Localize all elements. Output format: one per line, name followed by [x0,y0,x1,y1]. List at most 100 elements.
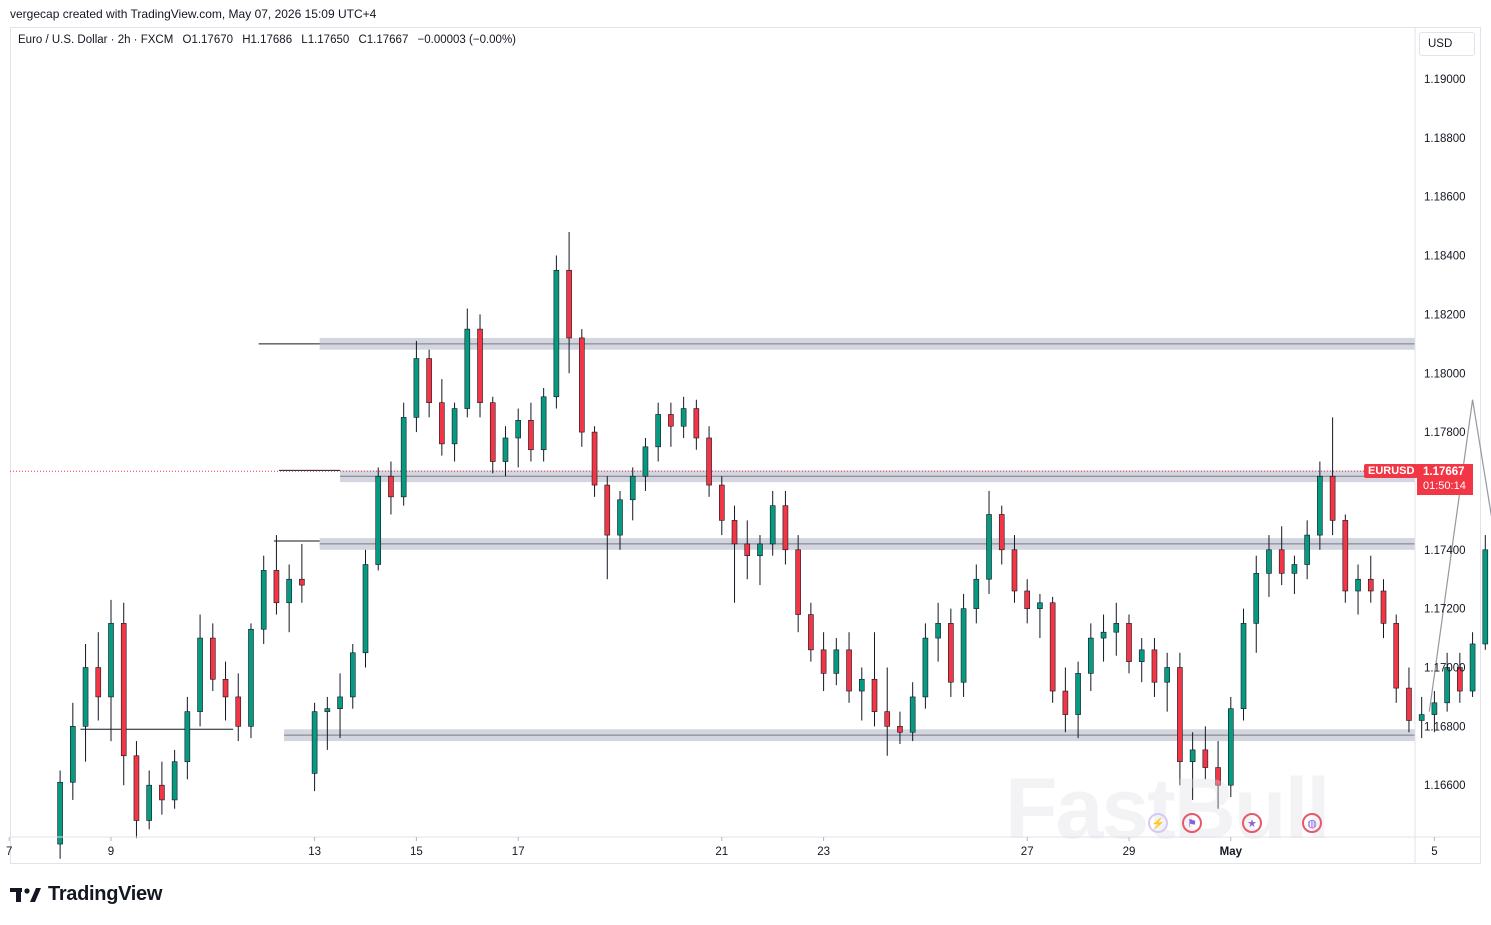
projection-path [1428,399,1491,712]
currency-button[interactable]: USD [1419,32,1475,56]
candle-body [1367,578,1374,592]
candle-body [871,678,878,712]
candle-body [1062,690,1069,715]
candle-body [1011,549,1018,592]
candle-body [1266,549,1272,574]
candle-body [1304,534,1310,565]
time-tick-label: 5 [1431,846,1437,858]
bolt-icon[interactable]: ⚡ [1148,813,1168,833]
candle-body [528,420,534,451]
candle-body [1418,714,1425,721]
candle-body [273,570,280,604]
candle-body [477,328,483,403]
candle-body [960,608,967,683]
candle-body [1278,549,1285,574]
candles [57,232,1489,859]
price-tick-label: 1.18800 [1424,133,1466,145]
candle-body [1329,475,1336,521]
price-tick-label: 1.18200 [1424,309,1466,321]
candle-body [286,578,292,604]
candle-body [108,623,114,698]
candle-body [1317,475,1323,536]
candle-body [337,696,343,709]
candle-body [629,475,636,501]
price-tick-label: 1.18400 [1424,251,1466,263]
candle-body [1380,590,1387,624]
candle-body [120,623,127,757]
price-tick-label: 1.17200 [1424,604,1466,616]
us-flag-icon[interactable]: ★ [1242,813,1262,833]
candle-body [668,414,674,427]
candle-body [909,696,916,733]
candle-body [1049,602,1056,692]
candle-body [820,649,827,674]
candle-body [146,784,152,821]
candle-body [248,628,254,727]
candle-body [439,402,445,445]
tradingview-logo-text: TradingView [48,883,163,905]
candle-body [1113,623,1120,633]
candle-body [426,358,432,403]
tradingview-logo[interactable]: TradingView [10,883,162,906]
time-tick-label: 9 [108,846,114,858]
candle-body [642,446,649,477]
candle-body [502,437,509,462]
candle-body [858,678,865,692]
candle-body [451,408,458,445]
candle-body [222,678,229,698]
candle-body [311,711,318,774]
candle-body [235,696,242,727]
candle-body [1151,649,1158,683]
candle-body [1202,749,1209,768]
candle-body [1037,602,1043,609]
price-tick-label: 1.17000 [1424,663,1466,675]
time-tick-label: 29 [1123,846,1136,858]
candle-body [1100,631,1107,639]
candle-body [362,564,369,654]
candle-body [1406,687,1412,721]
candle-body [489,402,496,462]
candle-body [897,726,903,733]
candle-body [1215,767,1221,786]
candle-body [197,637,203,712]
price-tick-label: 1.18600 [1424,192,1466,204]
candle-body [1126,623,1132,662]
price-tick-label: 1.16600 [1424,780,1466,792]
candle-body [1240,623,1247,709]
candle-body [617,499,623,536]
candle-body [769,505,776,545]
candle-body [57,781,63,845]
legend-symbol: Euro / U.S. Dollar · 2h · FXCM [18,34,174,46]
candle-body [70,726,76,783]
candle-body [1342,520,1349,592]
candle-body [579,337,585,433]
legend-close: C1.17667 [358,34,409,46]
candle-body [553,269,560,398]
candle-body [413,358,420,418]
candle-body [1431,702,1438,715]
globe-icon[interactable]: ◍ [1302,813,1322,833]
candle-body [846,649,852,692]
candle-body [260,570,267,630]
candle-body [986,514,992,580]
tradingview-logo-icon [10,887,41,902]
zones [284,337,1416,742]
time-tick-label: 13 [308,846,321,858]
candle-body [375,475,382,565]
candle-body [133,755,140,821]
level-lines [10,343,1415,730]
candle-body [1482,549,1489,645]
candle-body [82,667,89,727]
projection-line [1428,399,1491,712]
candle-body [744,543,751,556]
time-axis: 7913151721232729May571113 [6,836,1481,858]
legend-change: −0.00003 (−0.00%) [417,34,517,46]
price-tick-label: 1.19000 [1424,74,1466,86]
time-tick-label: 17 [512,846,525,858]
time-tick-label: 27 [1021,846,1034,858]
flag-icon[interactable]: ⚑ [1182,813,1202,833]
candle-body [1189,749,1196,762]
candle-body [833,649,840,674]
candle-body [782,505,789,551]
